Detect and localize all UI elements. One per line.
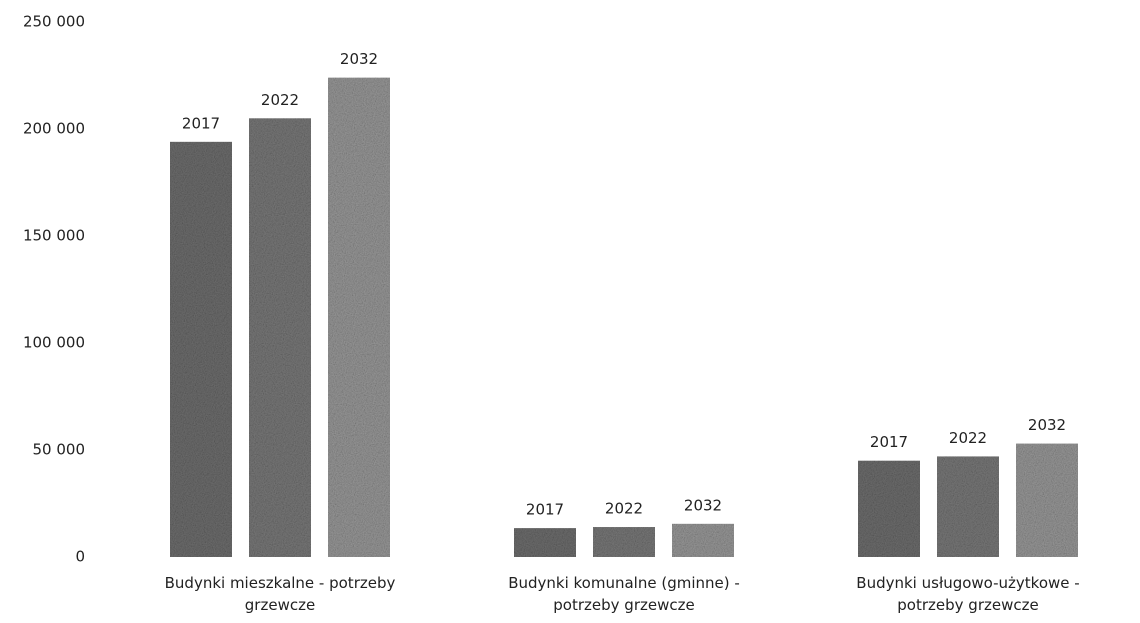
data-label: 2022 bbox=[949, 429, 987, 447]
bar bbox=[1016, 443, 1078, 557]
data-label: 2022 bbox=[605, 500, 643, 518]
bar bbox=[672, 523, 734, 557]
data-label: 2017 bbox=[526, 501, 564, 519]
bar bbox=[170, 141, 232, 557]
bar bbox=[514, 528, 576, 557]
data-label: 2017 bbox=[870, 433, 908, 451]
y-tick-label: 200 000 bbox=[23, 120, 85, 138]
x-tick-label: Budynki komunalne (gminne) - potrzeby gr… bbox=[508, 574, 740, 614]
bar bbox=[328, 77, 390, 557]
bar bbox=[937, 456, 999, 557]
data-label: 2032 bbox=[340, 50, 378, 68]
x-tick-label: Budynki mieszkalne - potrzeby grzewcze bbox=[164, 574, 396, 614]
y-tick-label: 0 bbox=[75, 548, 85, 566]
data-label: 2017 bbox=[182, 114, 220, 132]
y-tick-label: 150 000 bbox=[23, 227, 85, 245]
data-label: 2032 bbox=[1028, 416, 1066, 434]
bar bbox=[858, 460, 920, 557]
data-label: 2032 bbox=[684, 496, 722, 514]
y-tick-label: 50 000 bbox=[33, 441, 86, 459]
y-tick-label: 100 000 bbox=[23, 334, 85, 352]
y-tick-label: 250 000 bbox=[23, 13, 85, 31]
bar bbox=[593, 527, 655, 557]
data-label: 2022 bbox=[261, 91, 299, 109]
bar bbox=[249, 118, 311, 558]
x-tick-label: Budynki usługowo-użytkowe - potrzeby grz… bbox=[856, 574, 1080, 614]
